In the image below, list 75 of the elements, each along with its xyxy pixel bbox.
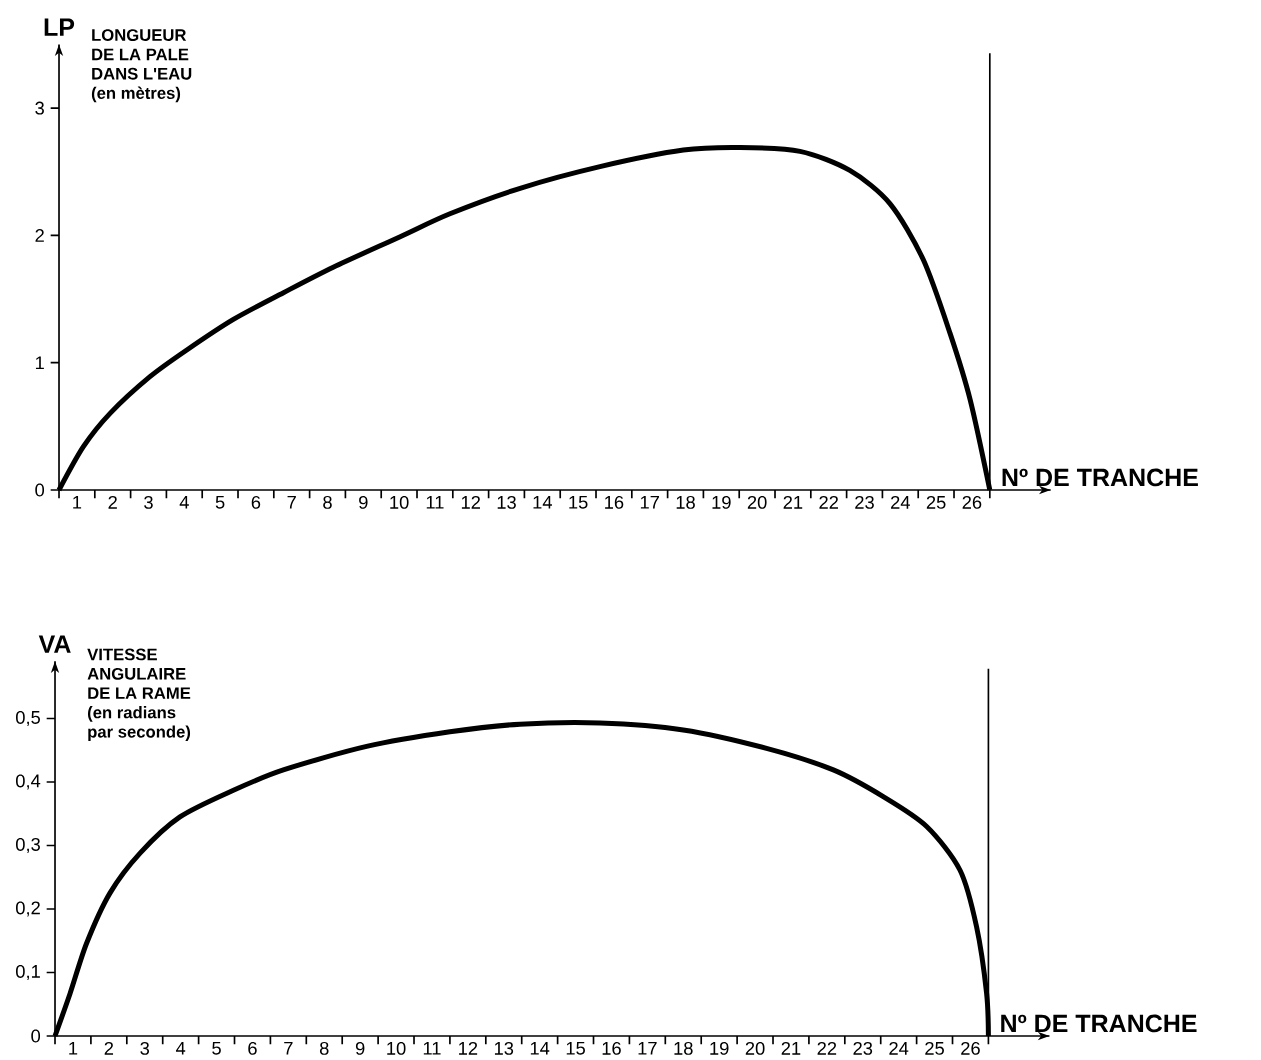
y-tick-label: 0,4 bbox=[16, 774, 41, 790]
y-axis-title: LP bbox=[44, 18, 75, 36]
x-tick-label: 26 bbox=[961, 1041, 980, 1055]
x-tick-label: 11 bbox=[423, 1041, 441, 1055]
x-tick-label: 26 bbox=[962, 495, 982, 509]
y-tick-label: 0 bbox=[31, 1029, 41, 1043]
x-tick-label: 20 bbox=[747, 495, 767, 509]
y-tick-label: 1 bbox=[35, 356, 44, 369]
x-tick-label: 11 bbox=[426, 495, 444, 509]
y-tick-label: 0,2 bbox=[16, 901, 40, 917]
x-tick-label: 24 bbox=[889, 1041, 909, 1055]
x-tick-label: 14 bbox=[530, 1041, 550, 1055]
x-tick-label: 6 bbox=[248, 1041, 257, 1055]
x-tick-label: 19 bbox=[712, 495, 731, 509]
annotation: par seconde) bbox=[88, 725, 191, 741]
x-tick-label: 7 bbox=[284, 1041, 293, 1055]
x-tick-label: 3 bbox=[144, 495, 153, 509]
annotation: DE LA RAME bbox=[88, 687, 191, 699]
x-tick-label: 19 bbox=[710, 1041, 729, 1055]
x-tick-label: 2 bbox=[104, 1041, 114, 1055]
x-tick-label: 16 bbox=[605, 495, 624, 509]
x-tick-label: 21 bbox=[781, 1041, 801, 1055]
x-tick-label: 8 bbox=[323, 495, 332, 509]
annotation: (en mètres) bbox=[91, 86, 181, 103]
annotation: DANS L'EAU bbox=[92, 67, 192, 80]
x-tick-label: 1 bbox=[69, 1041, 78, 1055]
x-tick-label: 20 bbox=[745, 1041, 765, 1055]
x-tick-label: 25 bbox=[926, 495, 946, 509]
x-tick-label: 12 bbox=[459, 1041, 478, 1055]
x-tick-label: 18 bbox=[674, 1041, 693, 1055]
x-tick-label: 17 bbox=[638, 1041, 657, 1055]
x-tick-label: 9 bbox=[359, 495, 368, 509]
annotation: (en radians bbox=[88, 706, 176, 722]
annotation: DE LA PALE bbox=[92, 48, 189, 61]
x-tick-label: 10 bbox=[387, 1041, 406, 1055]
x-tick-label: 10 bbox=[390, 495, 409, 509]
y-tick-label: 0,5 bbox=[16, 710, 40, 727]
x-axis-title: Nº DE TRANCHE bbox=[1001, 1014, 1197, 1033]
x-tick-label: 3 bbox=[140, 1041, 150, 1055]
x-tick-label: 13 bbox=[497, 495, 516, 509]
x-tick-label: 5 bbox=[215, 495, 225, 509]
x-tick-label: 16 bbox=[602, 1041, 621, 1055]
x-tick-label: 22 bbox=[819, 495, 838, 509]
x-tick-label: 14 bbox=[533, 495, 552, 509]
x-tick-label: 13 bbox=[494, 1041, 514, 1055]
x-tick-label: 17 bbox=[640, 495, 659, 509]
text: LONGUEUR bbox=[92, 29, 187, 41]
x-axis-title: Nº DE TRANCHE bbox=[1002, 468, 1198, 487]
y-tick-label: 2 bbox=[35, 229, 44, 242]
x-tick-label: 22 bbox=[817, 1041, 837, 1055]
y-tick-label: 0 bbox=[35, 483, 45, 497]
x-tick-label: 15 bbox=[569, 495, 588, 509]
text: VITESSE bbox=[87, 648, 157, 661]
x-tick-label: 25 bbox=[925, 1041, 944, 1055]
annotation: ANGULAIRE bbox=[87, 667, 186, 680]
x-tick-label: 21 bbox=[783, 495, 803, 509]
x-tick-label: 7 bbox=[287, 495, 296, 509]
x-tick-label: 9 bbox=[355, 1041, 365, 1055]
y-tick-label: 0,1 bbox=[16, 964, 40, 981]
x-tick-label: 8 bbox=[319, 1041, 329, 1055]
x-tick-label: 18 bbox=[676, 495, 695, 509]
x-tick-label: 4 bbox=[175, 1041, 186, 1055]
y-tick-label: 0,3 bbox=[16, 837, 40, 854]
x-tick-label: 15 bbox=[566, 1041, 585, 1055]
x-tick-label: 12 bbox=[461, 495, 480, 509]
x-tick-label: 23 bbox=[853, 1041, 873, 1055]
x-tick-label: 24 bbox=[891, 495, 910, 509]
x-tick-label: 2 bbox=[108, 495, 117, 509]
x-tick-label: 1 bbox=[73, 495, 82, 509]
x-tick-label: 6 bbox=[251, 495, 261, 509]
x-tick-label: 5 bbox=[212, 1041, 221, 1055]
x-tick-label: 23 bbox=[855, 495, 874, 509]
y-axis-title: VA bbox=[38, 635, 71, 653]
x-tick-label: 4 bbox=[179, 495, 189, 509]
y-tick-label: 3 bbox=[35, 101, 44, 115]
